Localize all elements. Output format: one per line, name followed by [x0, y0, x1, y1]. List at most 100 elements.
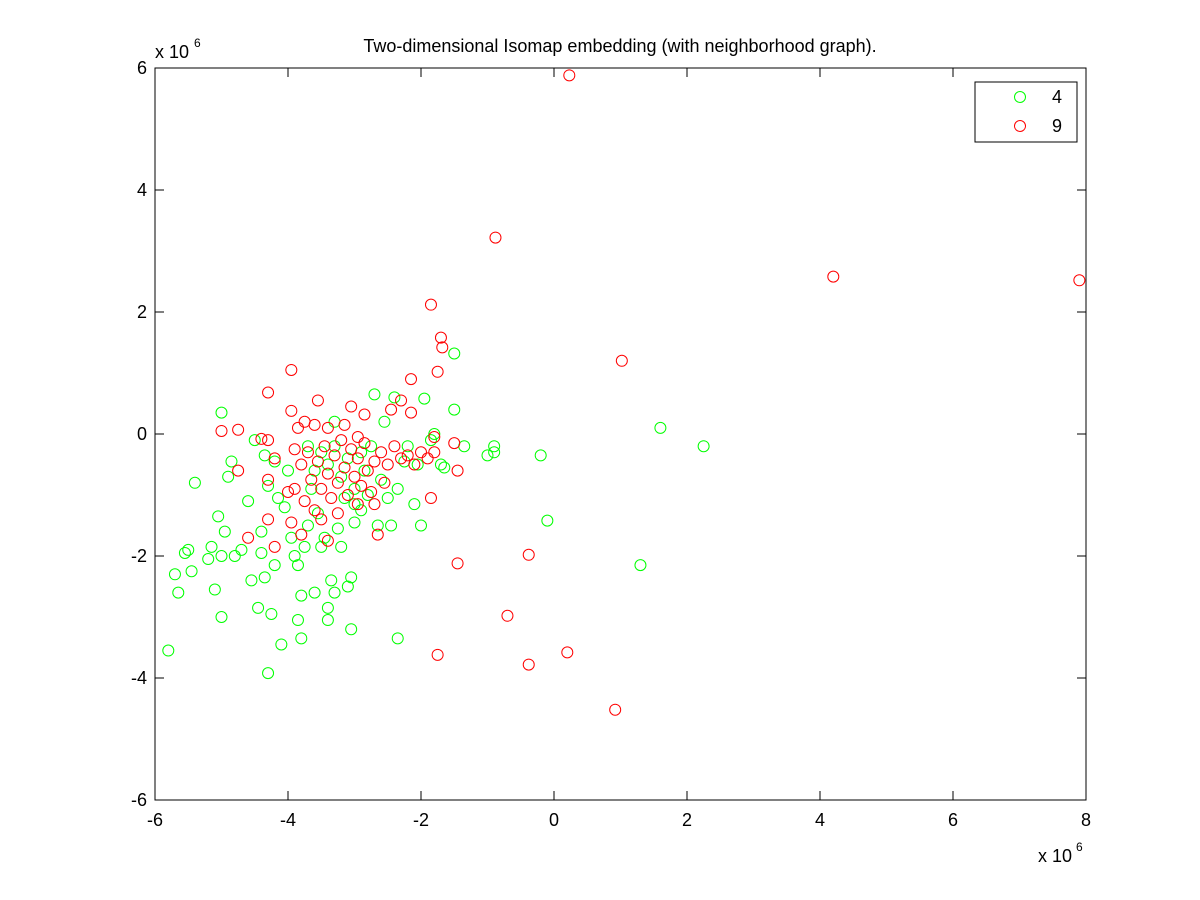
- data-point: [331, 476, 344, 489]
- data-point: [228, 550, 241, 562]
- data-point: [375, 473, 388, 486]
- data-point: [182, 543, 195, 556]
- data-point: [365, 440, 378, 453]
- data-point: [255, 546, 268, 559]
- data-point: [258, 571, 271, 584]
- data-point: [301, 446, 314, 459]
- data-point: [188, 476, 201, 489]
- data-point: [328, 449, 341, 462]
- data-point: [335, 540, 348, 553]
- data-point: [338, 461, 351, 474]
- data-point: [609, 703, 622, 716]
- data-point: [215, 406, 228, 419]
- data-point: [385, 403, 398, 416]
- data-point: [321, 421, 334, 434]
- data-point: [522, 658, 535, 671]
- data-point: [328, 586, 341, 599]
- y-tick-label: -2: [131, 546, 147, 566]
- data-point: [345, 443, 358, 456]
- data-point: [315, 446, 328, 459]
- data-point: [262, 513, 275, 526]
- data-point: [391, 482, 404, 495]
- data-point: [335, 434, 348, 447]
- data-point: [371, 519, 384, 532]
- data-point: [489, 231, 502, 244]
- data-point: [431, 648, 444, 661]
- data-point: [331, 507, 344, 520]
- data-point: [308, 464, 321, 477]
- data-point: [248, 434, 261, 447]
- data-point: [321, 467, 334, 480]
- x-exponent-power: 6: [1076, 840, 1083, 854]
- data-point: [262, 473, 275, 486]
- data-point: [291, 421, 304, 434]
- data-point: [405, 373, 418, 386]
- data-point: [295, 528, 308, 541]
- data-point: [321, 601, 334, 614]
- data-point: [358, 408, 371, 421]
- chart-legend: 49: [974, 81, 1078, 143]
- data-point: [361, 464, 374, 477]
- data-point: [268, 540, 281, 553]
- x-tick-label: -2: [413, 810, 429, 830]
- data-point: [308, 586, 321, 599]
- data-point: [561, 646, 574, 659]
- data-point: [424, 434, 437, 447]
- data-point: [232, 464, 245, 477]
- data-point: [348, 482, 361, 495]
- data-point: [415, 519, 427, 532]
- data-point: [348, 498, 361, 511]
- data-point: [318, 531, 331, 544]
- data-point: [168, 568, 181, 581]
- data-point: [428, 431, 441, 444]
- data-point: [295, 589, 308, 602]
- data-point: [1073, 274, 1086, 287]
- data-point: [534, 449, 547, 462]
- data-point: [448, 437, 461, 450]
- data-point: [368, 498, 381, 511]
- data-point: [321, 534, 334, 547]
- data-point: [308, 504, 321, 517]
- data-point: [172, 586, 185, 599]
- x-exponent-label: x 10 6: [1038, 840, 1083, 866]
- data-point: [411, 458, 424, 471]
- data-point: [436, 341, 449, 354]
- data-point: [328, 440, 341, 453]
- data-point: [355, 504, 368, 517]
- data-point: [401, 449, 414, 462]
- data-point: [311, 507, 324, 520]
- data-point: [265, 607, 278, 620]
- data-point: [318, 440, 331, 453]
- x-tick-label: 8: [1081, 810, 1091, 830]
- data-point: [208, 583, 221, 596]
- y-exponent-base: x 10: [155, 42, 189, 62]
- data-point: [451, 464, 464, 477]
- data-point: [501, 609, 514, 622]
- data-point: [288, 443, 301, 456]
- data-point: [408, 498, 421, 511]
- data-point: [252, 601, 265, 614]
- data-point: [278, 501, 291, 514]
- data-point: [215, 424, 228, 437]
- data-point: [305, 482, 318, 495]
- data-point: [288, 550, 301, 562]
- data-point: [338, 418, 351, 431]
- data-point: [298, 495, 311, 508]
- data-point: [388, 440, 401, 453]
- data-point: [331, 522, 344, 535]
- data-point: [285, 363, 298, 376]
- data-point: [541, 514, 554, 527]
- data-point: [255, 525, 268, 538]
- legend-box: [974, 81, 1078, 143]
- data-point: [421, 452, 434, 465]
- data-point: [225, 455, 238, 468]
- data-point: [361, 489, 374, 501]
- data-point: [428, 446, 441, 459]
- data-point: [218, 525, 231, 538]
- data-point: [697, 440, 710, 453]
- data-point: [348, 516, 361, 529]
- y-tick-label: 6: [137, 58, 147, 78]
- data-point: [418, 392, 431, 405]
